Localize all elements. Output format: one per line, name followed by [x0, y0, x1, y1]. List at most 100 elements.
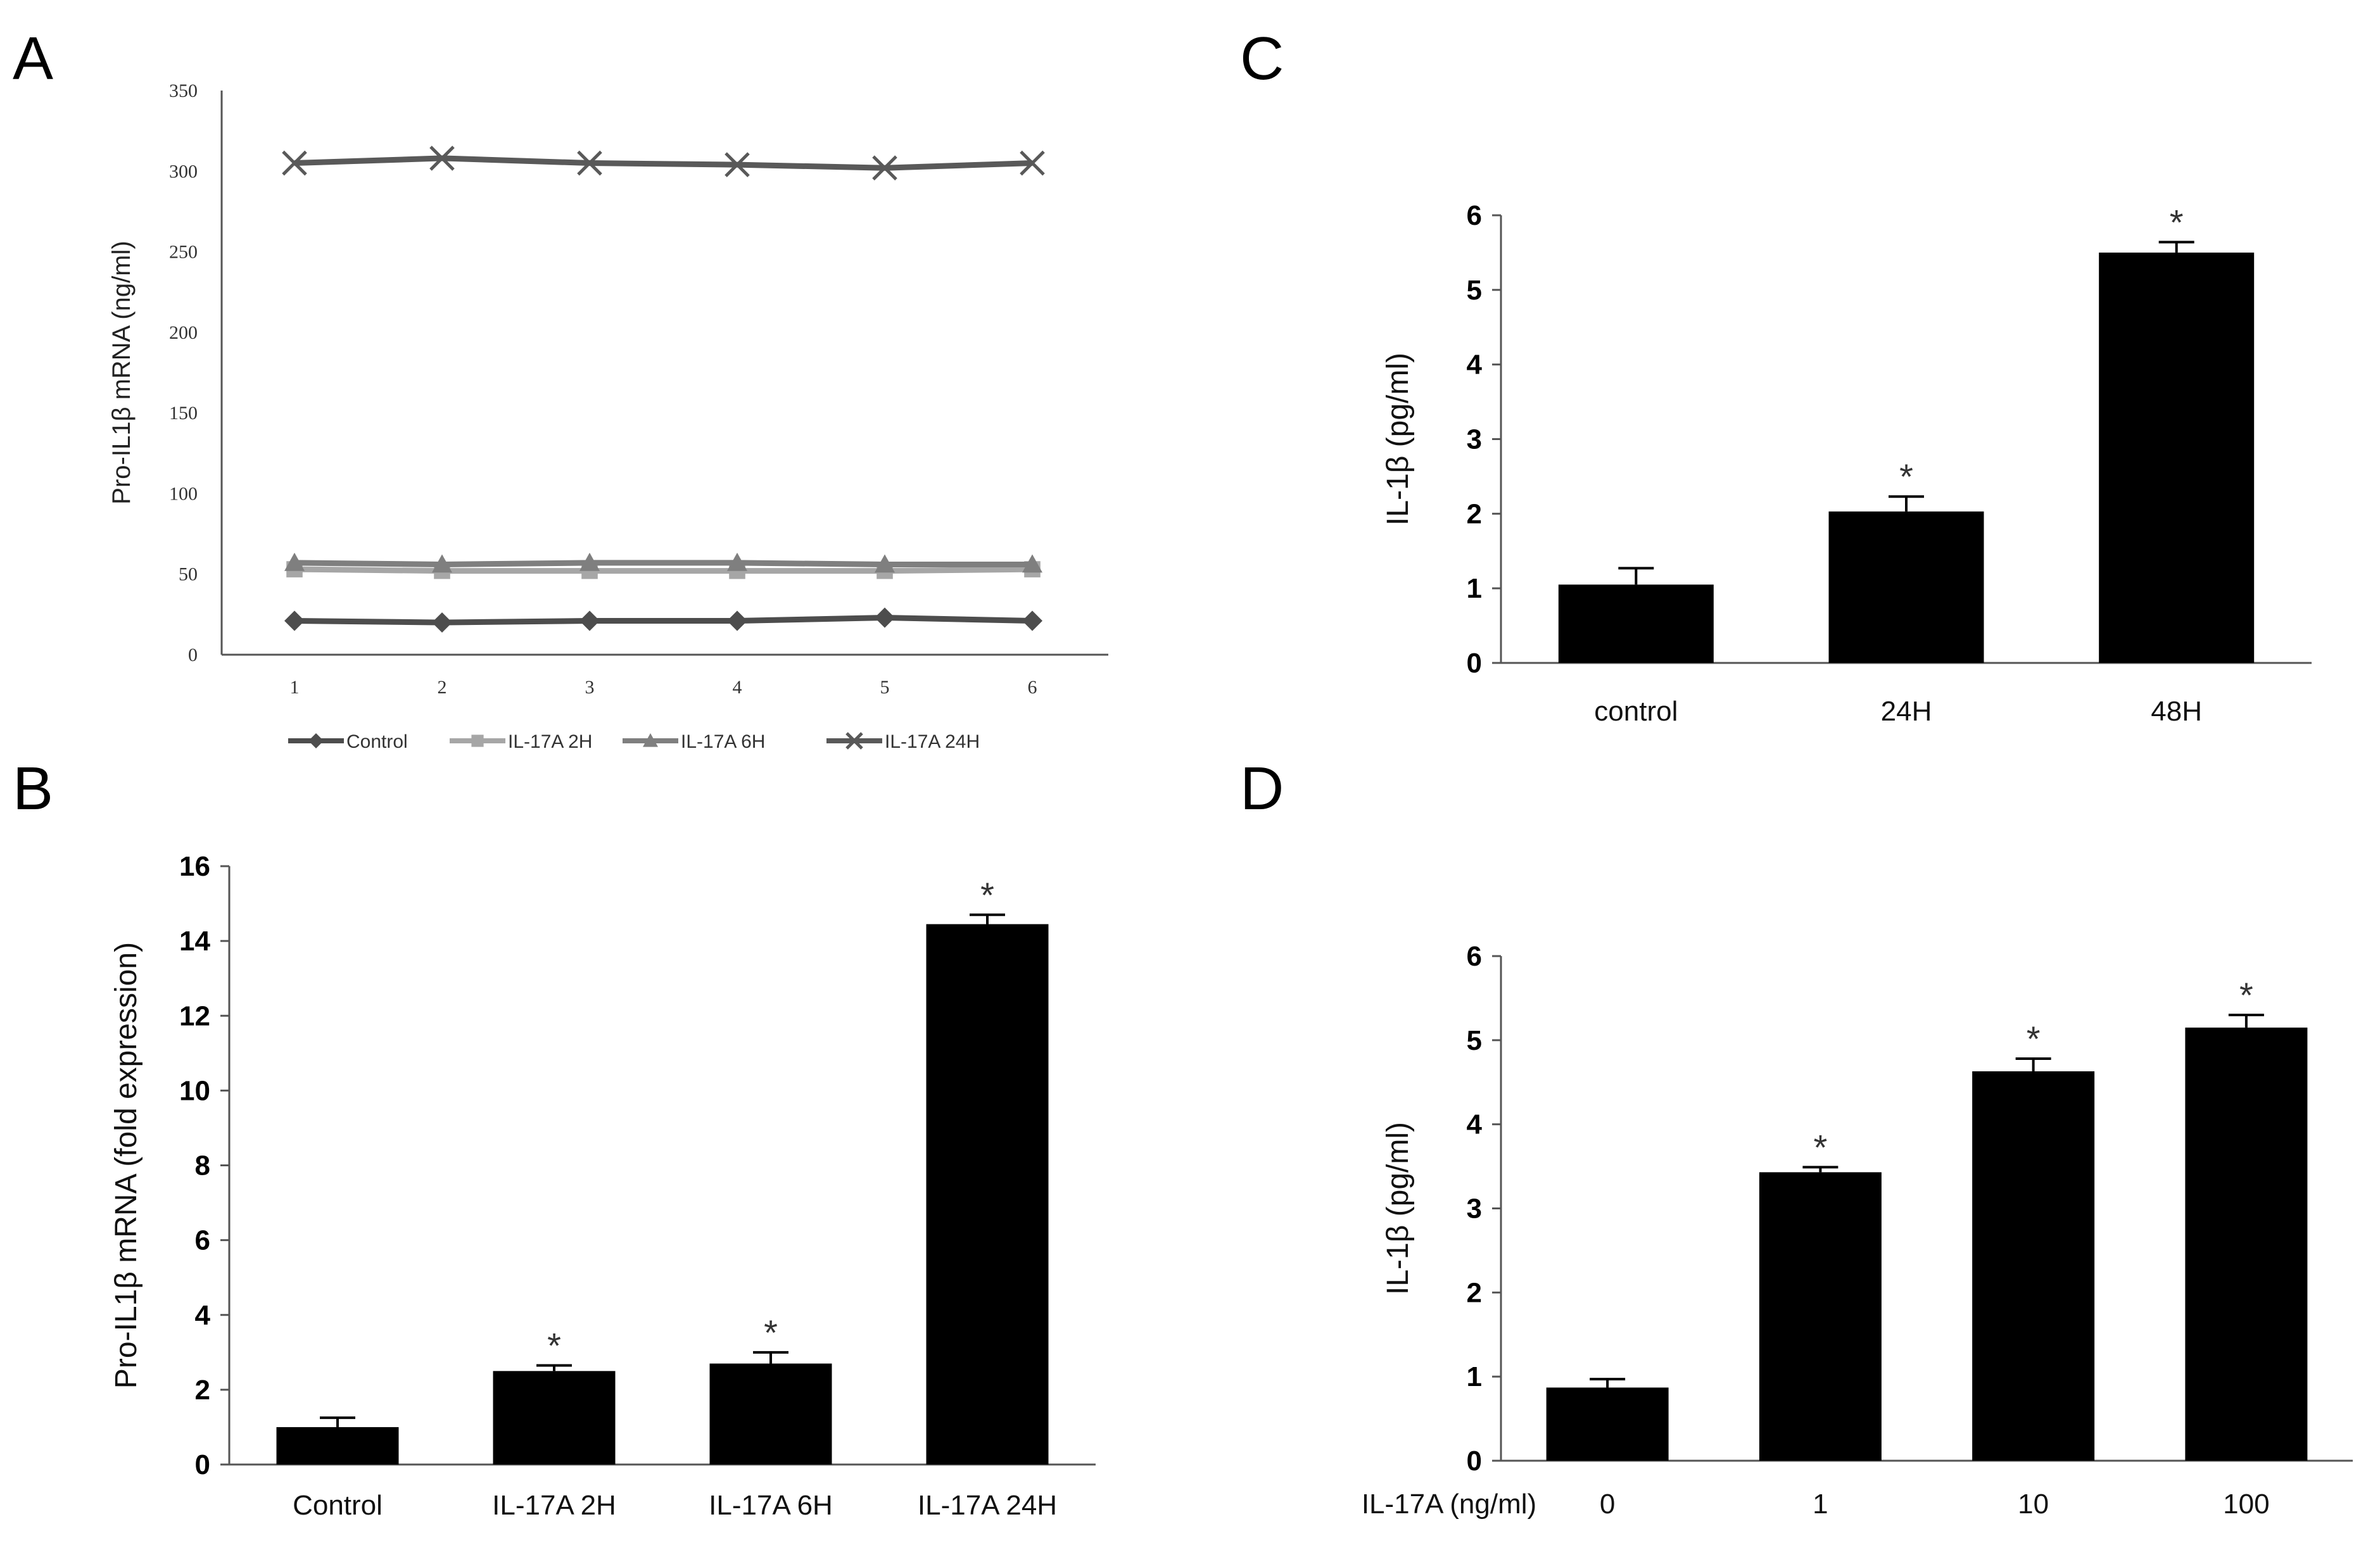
y-tick-label: 0 [1467, 648, 1482, 679]
significance-marker: * [2239, 975, 2253, 1015]
panel-letter-a: A [13, 25, 53, 92]
y-tick-label: 200 [169, 322, 198, 343]
diamond-marker [579, 610, 600, 631]
category-label: 0 [1600, 1489, 1615, 1520]
y-tick-label: 4 [195, 1300, 211, 1331]
category-label: Control [293, 1490, 383, 1521]
y-axis-label: Pro-IL1β mRNA (fold expression) [110, 942, 143, 1389]
series-line-0 [294, 614, 1033, 626]
y-tick-label: 8 [195, 1150, 210, 1181]
y-tick-label: 4 [1467, 350, 1483, 381]
y-axis-label: Pro-IL1β mRNA (ng/ml) [108, 241, 136, 504]
y-tick-label: 100 [169, 483, 198, 504]
x-tick-label: 3 [585, 677, 595, 698]
category-label: IL-17A 2H [492, 1490, 616, 1521]
y-tick-label: 2 [195, 1375, 210, 1406]
x-marker [872, 155, 897, 180]
y-tick-label: 0 [188, 645, 198, 665]
y-tick-label: 3 [1467, 424, 1482, 455]
legend-entry: IL-17A 2H [508, 731, 592, 752]
panel-letter-b: B [13, 755, 53, 822]
category-label: 1 [1813, 1489, 1828, 1520]
y-tick-label: 5 [1467, 275, 1482, 306]
significance-marker: * [2170, 202, 2184, 242]
x-tick-label: 1 [290, 677, 300, 698]
x-marker [845, 732, 863, 750]
y-tick-label: 1 [1467, 1361, 1482, 1392]
diamond-marker [308, 733, 324, 748]
significance-marker: * [2027, 1019, 2041, 1059]
chart-a: 0 50 100 150 200 250 300 350 1 2 3 4 5 6 Pro-IL1β mRNA… [108, 80, 1108, 752]
y-tick-label: 6 [1467, 200, 1482, 231]
x-axis-label: IL-17A (ng/ml) [1362, 1489, 1536, 1520]
y-tick-label: 350 [169, 80, 198, 101]
y-tick-label: 16 [179, 851, 210, 882]
series-line-2 [294, 560, 1032, 567]
triangle-marker [432, 554, 452, 573]
category-label: control [1594, 696, 1678, 727]
bar [1546, 1387, 1669, 1461]
triangle-marker [643, 733, 658, 747]
y-tick-label: 6 [195, 1225, 210, 1256]
chart-c: 0 1 2 3 4 5 6 IL-1β (pg/ml) control * 24H * 48H [1381, 200, 2312, 727]
y-tick-label: 50 [179, 564, 198, 585]
bar [1759, 1172, 1882, 1461]
chart-d: 0 1 2 3 4 5 6 IL-1β (pg/ml) 0 * 1 * 10 * 100 IL-17A (ng… [1362, 941, 2353, 1520]
diamond-marker [727, 610, 747, 631]
bar [1972, 1071, 2095, 1461]
y-tick-label: 14 [179, 926, 210, 957]
bar [709, 1363, 832, 1465]
panel-letter-d: D [1240, 755, 1284, 822]
category-label: IL-17A 24H [918, 1490, 1057, 1521]
diamond-marker [875, 607, 895, 628]
significance-marker: * [547, 1325, 561, 1365]
x-marker [429, 146, 455, 171]
y-axis-label: IL-1β (pg/ml) [1381, 1122, 1415, 1295]
bar [1558, 584, 1714, 663]
y-tick-label: 0 [195, 1449, 210, 1480]
triangle-marker [727, 552, 747, 571]
y-tick-label: 0 [1467, 1446, 1482, 1477]
x-tick-label: 5 [880, 677, 890, 698]
panel-letter-c: C [1240, 25, 1284, 92]
significance-marker: * [1899, 457, 1913, 496]
legend-entry: IL-17A 6H [681, 731, 765, 752]
x-tick-label: 4 [733, 677, 742, 698]
y-tick-label: 300 [169, 161, 198, 182]
diamond-marker [284, 610, 305, 631]
y-tick-label: 2 [1467, 498, 1482, 529]
triangle-marker [284, 552, 305, 571]
category-label: IL-17A 6H [709, 1490, 833, 1521]
series-line-3 [294, 155, 1033, 171]
y-tick-label: 4 [1467, 1109, 1483, 1140]
bar [2185, 1027, 2308, 1461]
category-label: 48H [2151, 696, 2202, 727]
y-tick-label: 12 [179, 1000, 210, 1031]
significance-marker: * [1813, 1127, 1827, 1167]
y-tick-label: 2 [1467, 1277, 1482, 1308]
diamond-marker [432, 612, 452, 633]
y-tick-label: 5 [1467, 1025, 1482, 1056]
significance-marker: * [980, 875, 994, 915]
y-axis-label: IL-1β (pg/ml) [1381, 353, 1415, 526]
x-marker [282, 150, 307, 176]
bar [926, 924, 1049, 1465]
square-marker [471, 734, 484, 747]
legend-entry: Control [346, 731, 408, 752]
x-tick-label: 2 [438, 677, 447, 698]
chart-b: 0 2 4 6 8 10 12 14 16 Pro-IL1β mRNA (fold express… [110, 851, 1096, 1521]
significance-marker: * [764, 1313, 778, 1352]
legend-entry: IL-17A 24H [885, 731, 980, 752]
y-tick-label: 10 [179, 1075, 210, 1106]
series-line-1 [294, 566, 1033, 574]
triangle-marker [579, 552, 600, 571]
y-tick-label: 150 [169, 403, 198, 424]
triangle-marker [875, 554, 895, 573]
bar [1828, 511, 1984, 663]
diamond-marker [1022, 610, 1042, 631]
category-label: 10 [2018, 1489, 2049, 1520]
x-tick-label: 6 [1028, 677, 1037, 698]
y-tick-label: 3 [1467, 1194, 1482, 1225]
y-tick-label: 6 [1467, 941, 1482, 972]
